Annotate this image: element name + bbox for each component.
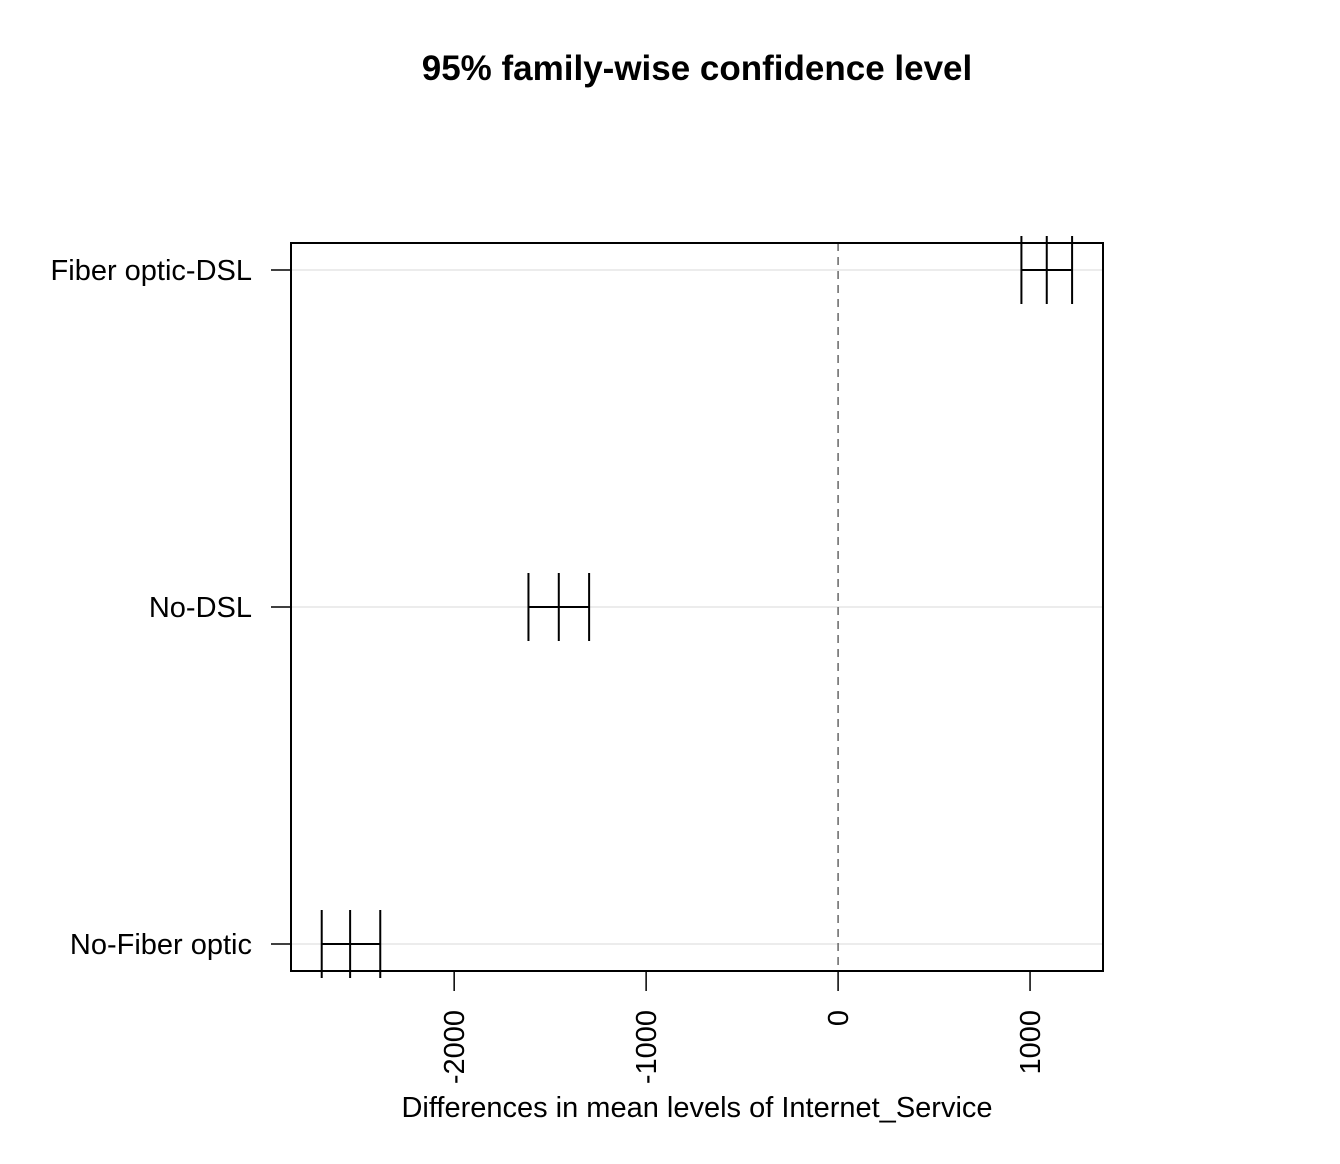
x-tick-label: -2000 — [439, 1010, 471, 1084]
interval-layer — [320, 236, 1074, 978]
grid-layer — [291, 269, 1103, 945]
interval-group — [527, 573, 591, 641]
x-tick-label: 0 — [823, 1010, 855, 1026]
x-tick-label: -1000 — [631, 1010, 663, 1084]
interval-group — [1020, 236, 1074, 304]
x-axis: -2000 -1000 0 1000 — [439, 970, 1047, 1084]
interval-group — [320, 910, 382, 978]
x-tick-label: 1000 — [1015, 1010, 1047, 1075]
chart-title: 95% family-wise confidence level — [422, 49, 973, 88]
y-tick-label: Fiber optic-DSL — [51, 255, 252, 287]
y-axis: Fiber optic-DSL No-DSL No-Fiber optic — [51, 255, 291, 961]
x-axis-title: Differences in mean levels of Internet_S… — [401, 1092, 992, 1124]
y-tick-label: No-Fiber optic — [70, 929, 252, 961]
y-tick-label: No-DSL — [149, 592, 252, 624]
